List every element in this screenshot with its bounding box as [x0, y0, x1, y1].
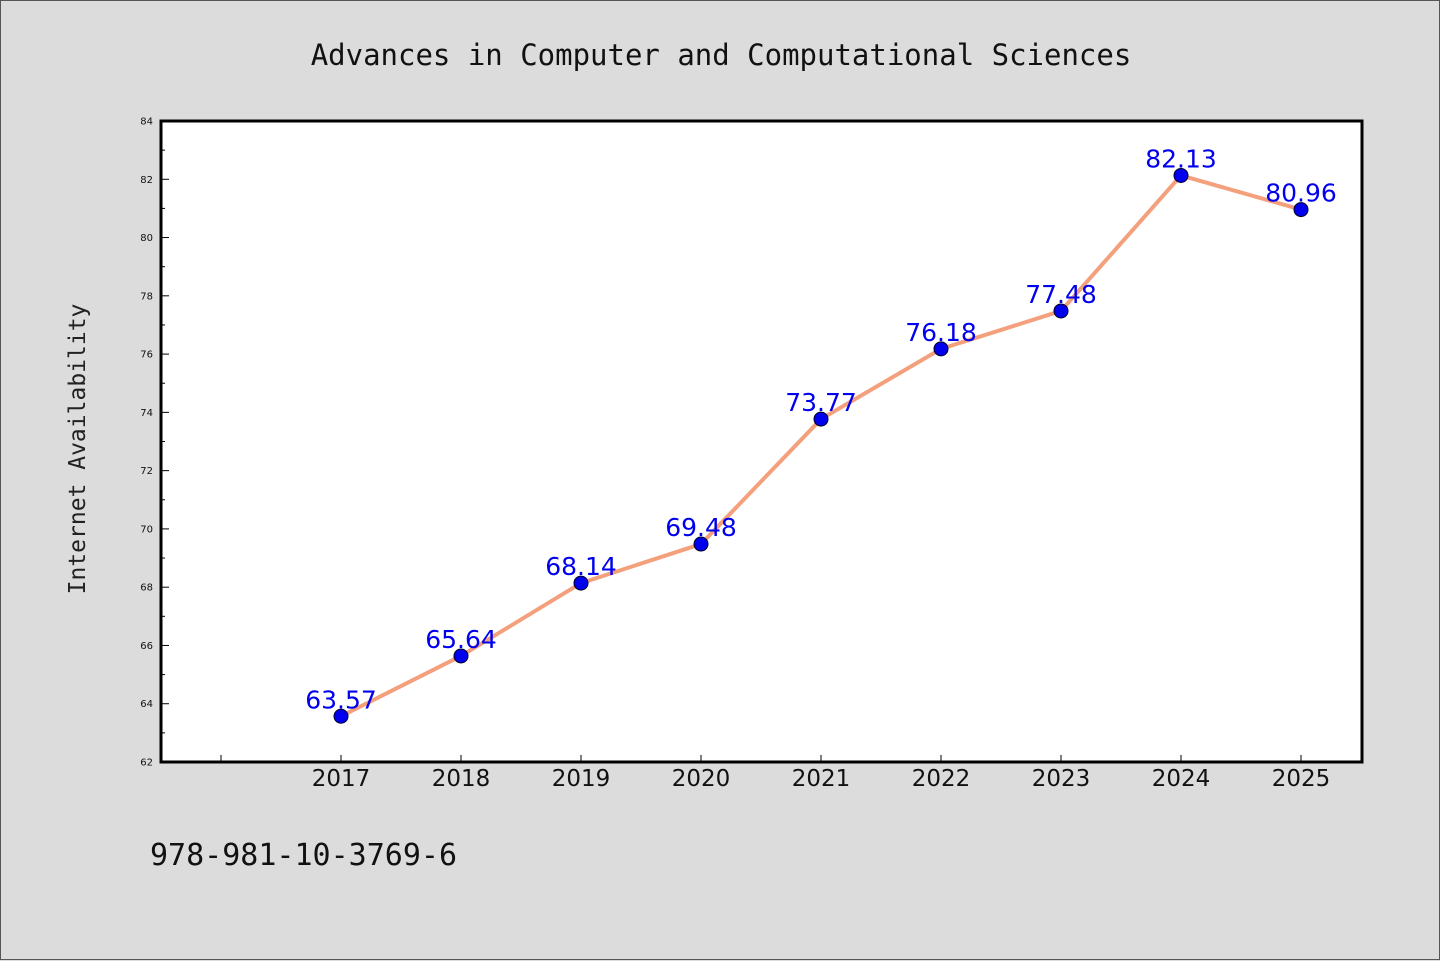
y-tick-label: 66 — [140, 641, 153, 652]
x-tick-label: 2025 — [1272, 766, 1331, 792]
x-tick-label: 2017 — [312, 766, 371, 792]
y-axis-ticks: 62 64 66 68 70 72 74 76 78 80 82 84 — [140, 117, 169, 769]
x-tick-label: 2019 — [552, 766, 611, 792]
data-point — [573, 575, 589, 591]
x-tick-label: 2021 — [792, 766, 851, 792]
data-point — [813, 411, 829, 427]
x-tick-label: 2018 — [432, 766, 491, 792]
x-tick-label: 2023 — [1032, 766, 1091, 792]
plot-border — [159, 119, 1364, 764]
y-tick-label: 64 — [140, 699, 153, 710]
data-point — [1293, 202, 1309, 218]
series-layer: 63.5765.6468.1469.4873.7776.1877.4882.13… — [305, 144, 1337, 724]
x-tick-label: 2024 — [1152, 766, 1211, 792]
y-tick-label: 68 — [140, 583, 153, 594]
y-tick-label: 78 — [140, 291, 153, 302]
x-tick-label: 2020 — [672, 766, 731, 792]
data-point — [1173, 167, 1189, 183]
y-tick-label: 62 — [140, 758, 153, 769]
y-tick-label: 82 — [140, 175, 153, 186]
x-axis-ticks: 2017 2018 2019 2020 2021 2022 2023 2024 2025 — [220, 755, 1331, 792]
data-point — [453, 648, 469, 664]
y-axis-label: Internet Availability — [65, 304, 91, 595]
y-tick-label: 72 — [140, 466, 153, 477]
data-point — [333, 708, 349, 724]
y-tick-label: 74 — [140, 408, 153, 419]
y-tick-label: 80 — [140, 233, 153, 244]
x-tick-label: 2022 — [912, 766, 971, 792]
y-tick-label: 84 — [140, 117, 153, 128]
data-point — [1053, 303, 1069, 319]
isbn-code: 978-981-10-3769-6 — [150, 838, 457, 873]
y-tick-label: 70 — [140, 524, 153, 535]
y-tick-label: 76 — [140, 350, 153, 361]
data-point — [693, 536, 709, 552]
chart-title: Advances in Computer and Computational S… — [311, 38, 1132, 72]
plot-area — [161, 121, 1362, 762]
data-point — [933, 341, 949, 357]
